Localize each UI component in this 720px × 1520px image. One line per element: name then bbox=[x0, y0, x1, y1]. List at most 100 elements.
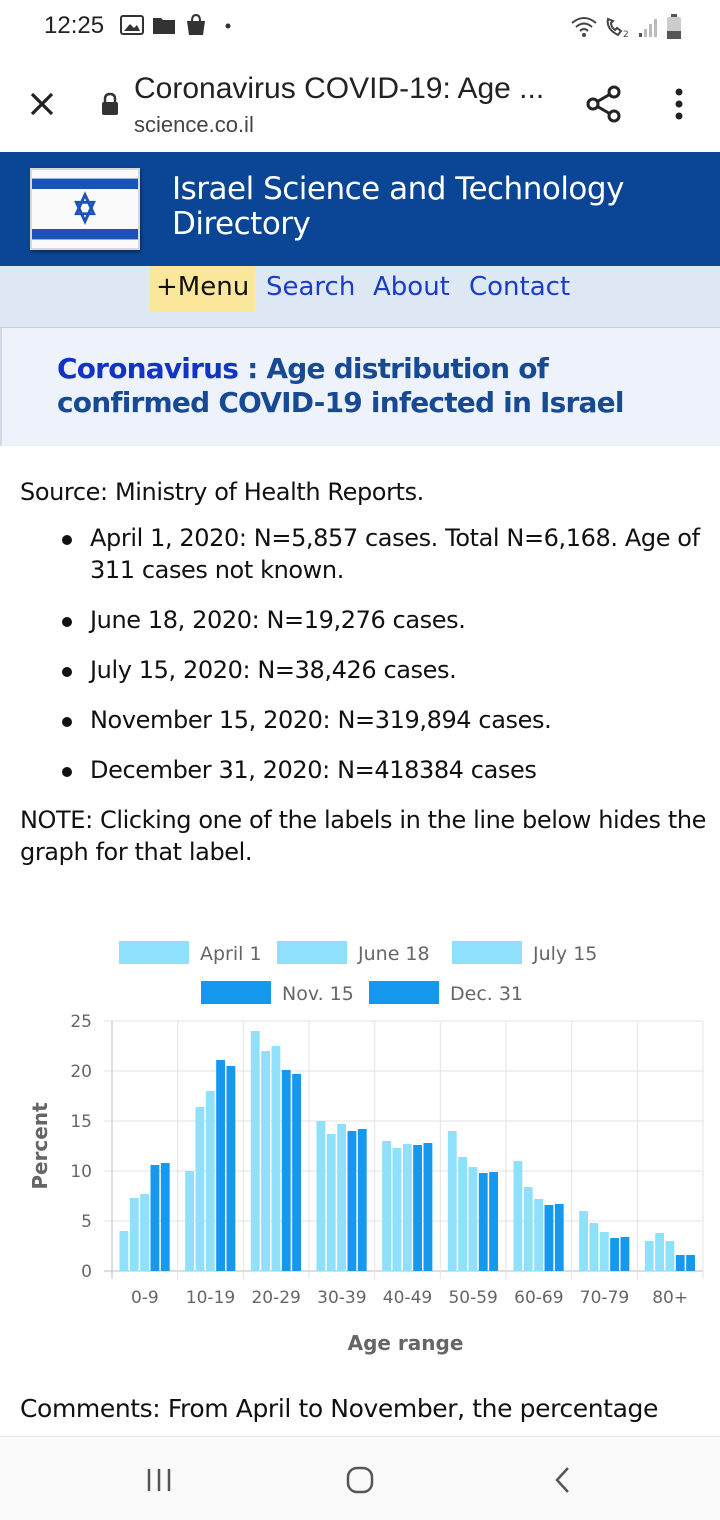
bar bbox=[413, 1145, 422, 1271]
source-text: Source: Ministry of Health Reports. bbox=[20, 478, 424, 506]
x-tick-label: 70-79 bbox=[580, 1288, 629, 1308]
list-item: July 15, 2020: N=38,426 cases. bbox=[20, 654, 710, 686]
x-tick-label: 10-19 bbox=[186, 1288, 235, 1308]
x-tick-label: 60-69 bbox=[514, 1288, 563, 1308]
status-time: 12:25 bbox=[44, 12, 105, 39]
bar bbox=[382, 1141, 391, 1271]
bar bbox=[337, 1124, 346, 1271]
bar bbox=[326, 1134, 336, 1271]
bar bbox=[458, 1157, 467, 1271]
comments-text: Comments: From April to November, the pe… bbox=[20, 1394, 658, 1423]
bag-icon bbox=[187, 14, 205, 35]
bar bbox=[216, 1060, 225, 1271]
legend-label: April 1 bbox=[200, 943, 262, 965]
bar bbox=[644, 1241, 654, 1271]
list-item: November 15, 2020: N=319,894 cases. bbox=[20, 704, 710, 736]
site-header: Israel Science and Technology Directory bbox=[0, 152, 720, 266]
bar bbox=[468, 1167, 478, 1271]
y-axis-title: Percent bbox=[28, 1102, 52, 1190]
page-heading: Coronavirus : Age distribution of confir… bbox=[57, 352, 697, 420]
close-icon[interactable] bbox=[24, 86, 60, 122]
bar bbox=[423, 1143, 433, 1271]
bar bbox=[544, 1205, 554, 1271]
bar bbox=[119, 1231, 129, 1271]
x-tick-label: 20-29 bbox=[251, 1288, 300, 1308]
bar bbox=[150, 1165, 160, 1271]
legend-swatch bbox=[119, 941, 189, 964]
x-tick-label: 80+ bbox=[652, 1288, 688, 1308]
image-icon bbox=[120, 15, 144, 35]
bar bbox=[250, 1031, 260, 1271]
site-nav: +Menu Search About Contact bbox=[0, 266, 720, 328]
home-icon[interactable] bbox=[345, 1465, 375, 1495]
system-nav-bar bbox=[0, 1436, 720, 1520]
x-tick-label: 0-9 bbox=[131, 1288, 159, 1308]
x-tick-label: 50-59 bbox=[448, 1288, 497, 1308]
menu-button[interactable]: +Menu bbox=[150, 266, 256, 312]
coronavirus-link[interactable]: Coronavirus bbox=[57, 352, 239, 385]
bar bbox=[489, 1172, 498, 1271]
bar bbox=[316, 1121, 326, 1271]
lock-icon bbox=[102, 92, 118, 115]
wifi-calling-icon: 2 bbox=[606, 17, 629, 39]
legend-swatch bbox=[277, 941, 347, 964]
y-tick-label: 15 bbox=[70, 1112, 92, 1132]
recents-icon[interactable] bbox=[144, 1465, 174, 1495]
url-domain[interactable]: science.co.il bbox=[134, 112, 254, 137]
page-heading-box: Coronavirus : Age distribution of confir… bbox=[0, 328, 720, 446]
y-tick-label: 25 bbox=[70, 1012, 92, 1032]
y-tick-label: 20 bbox=[70, 1062, 92, 1082]
bar bbox=[655, 1233, 664, 1271]
site-title[interactable]: Israel Science and Technology Directory bbox=[172, 171, 624, 242]
status-right-icons: 2 bbox=[570, 14, 682, 40]
bar bbox=[185, 1171, 194, 1271]
legend-label: Dec. 31 bbox=[450, 983, 523, 1005]
legend-label: June 18 bbox=[357, 943, 430, 965]
bar bbox=[610, 1238, 619, 1271]
wifi-icon bbox=[571, 17, 597, 37]
y-tick-label: 10 bbox=[70, 1162, 92, 1182]
nav-about-link[interactable]: About bbox=[373, 272, 450, 302]
signal-icon bbox=[639, 19, 657, 37]
bar bbox=[226, 1066, 236, 1271]
status-bar: 12:25 2 bbox=[0, 0, 720, 56]
svg-text:2: 2 bbox=[623, 30, 629, 39]
back-icon[interactable] bbox=[548, 1465, 578, 1495]
bar bbox=[281, 1070, 291, 1271]
bar bbox=[205, 1091, 215, 1271]
bar bbox=[686, 1255, 695, 1271]
legend-label: July 15 bbox=[532, 943, 597, 965]
status-left-icons bbox=[120, 14, 240, 36]
x-tick-label: 40-49 bbox=[383, 1288, 432, 1308]
page-heading-text: : Age distribution of confirmed COVID-19… bbox=[57, 352, 624, 419]
bar bbox=[513, 1161, 523, 1271]
bar bbox=[140, 1194, 149, 1271]
bar bbox=[620, 1237, 630, 1271]
bar bbox=[160, 1163, 170, 1271]
x-tick-label: 30-39 bbox=[317, 1288, 366, 1308]
bar bbox=[599, 1232, 609, 1271]
x-axis-title: Age range bbox=[348, 1331, 464, 1355]
share-icon[interactable] bbox=[584, 84, 624, 124]
y-tick-label: 0 bbox=[81, 1262, 92, 1282]
list-item: December 31, 2020: N=418384 cases bbox=[20, 754, 710, 786]
bar bbox=[292, 1074, 301, 1271]
more-vert-icon[interactable] bbox=[664, 84, 694, 124]
bar bbox=[357, 1129, 367, 1271]
bar bbox=[402, 1144, 412, 1271]
nav-search-link[interactable]: Search bbox=[266, 272, 356, 302]
bar bbox=[271, 1046, 281, 1271]
article-body: Source: Ministry of Health Reports. Apri… bbox=[20, 476, 710, 868]
bar bbox=[554, 1204, 564, 1271]
bar bbox=[589, 1223, 599, 1271]
bar bbox=[392, 1148, 402, 1271]
bar bbox=[261, 1051, 270, 1271]
page-title-in-toolbar[interactable]: Coronavirus COVID-19: Age ... bbox=[134, 72, 545, 105]
list-item: April 1, 2020: N=5,857 cases. Total N=6,… bbox=[20, 522, 710, 586]
y-tick-label: 5 bbox=[81, 1212, 92, 1232]
nav-contact-link[interactable]: Contact bbox=[469, 272, 571, 302]
age-distribution-chart: 0 5 10 15 20 25 0-9 10-19 20-29 30-39 40-49 50-59 60… bbox=[28, 941, 704, 1355]
browser-toolbar: Coronavirus COVID-19: Age ... science.co… bbox=[0, 56, 720, 152]
bar bbox=[347, 1131, 357, 1271]
israel-flag-icon[interactable] bbox=[30, 168, 140, 250]
